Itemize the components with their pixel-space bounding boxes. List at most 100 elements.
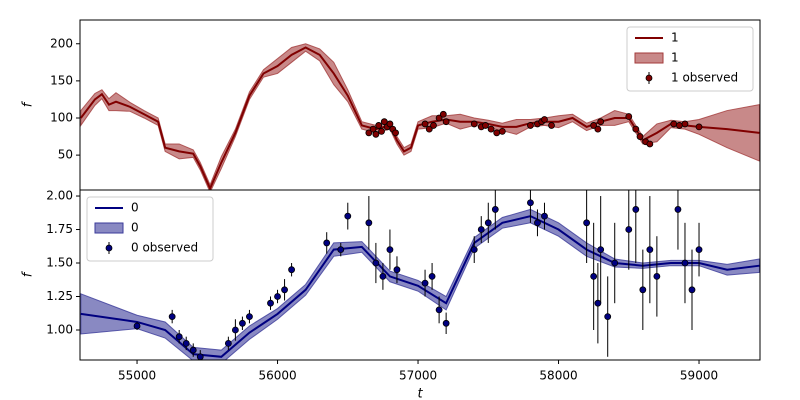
observed-point [541, 116, 548, 123]
observed-point [604, 313, 612, 320]
observed-point [681, 120, 689, 128]
y-tick-label: 100 [50, 110, 73, 124]
observed-point [344, 212, 352, 220]
legend-label: 1 observed [671, 71, 738, 85]
observed-point [392, 129, 399, 137]
observed-point [470, 120, 478, 128]
observed-point [625, 226, 633, 233]
observed-point [175, 333, 183, 341]
y-tick-label: 1.25 [46, 289, 73, 303]
observed-point [625, 113, 633, 120]
observed-point [323, 239, 331, 247]
y-tick-label: 50 [58, 148, 73, 162]
legend-marker [105, 244, 113, 252]
observed-point [372, 259, 380, 267]
observed-point [372, 130, 380, 138]
observed-point [590, 273, 598, 280]
observed-point [681, 259, 689, 267]
legend-box [86, 196, 214, 262]
observed-point [428, 273, 436, 280]
observed-point [597, 246, 605, 254]
observed-point [239, 319, 246, 327]
observed-point [653, 273, 661, 280]
observed-point [224, 339, 232, 347]
observed-point [369, 125, 377, 133]
observed-point [168, 313, 176, 320]
legend-label: 0 observed [131, 241, 198, 255]
observed-point [430, 122, 437, 129]
observed-point [674, 206, 682, 213]
y-axis-label: f [21, 100, 36, 107]
observed-point [196, 353, 204, 360]
observed-point [646, 140, 654, 148]
observed-point [688, 286, 696, 294]
observed-point [548, 122, 555, 129]
observed-point [439, 110, 447, 118]
observed-point [267, 299, 274, 307]
observed-point [484, 219, 492, 227]
observed-point [337, 246, 345, 254]
observed-point [594, 125, 602, 133]
plot-area [80, 43, 760, 190]
y-tick-label: 1.00 [46, 322, 73, 336]
observed-point [182, 339, 190, 347]
observed-point [470, 246, 478, 254]
legend-marker [645, 74, 653, 82]
observed-point [534, 219, 541, 227]
observed-point [380, 118, 388, 126]
observed-point [632, 125, 640, 133]
observed-point [189, 346, 197, 354]
legend-label: 1 [671, 51, 679, 65]
observed-point [695, 246, 703, 254]
observed-point [421, 120, 429, 128]
observed-point [365, 129, 373, 137]
y-axis-label: f [21, 270, 36, 277]
observed-point [611, 259, 619, 267]
x-tick-label: 55000 [118, 369, 156, 383]
observed-point [365, 219, 373, 227]
x-tick-label: 59000 [680, 369, 718, 383]
observed-point [636, 133, 644, 140]
legend-box [626, 26, 754, 92]
observed-point [594, 299, 602, 307]
legend-label: 0 [131, 201, 139, 215]
line [80, 215, 760, 358]
observed-point [477, 226, 485, 233]
observed-point [288, 266, 295, 274]
observed-point [379, 273, 387, 280]
legend-label: 1 [671, 31, 679, 45]
y-tick-label: 2.00 [46, 189, 73, 203]
observed-point [487, 125, 495, 133]
observed-point [425, 125, 433, 133]
plot-area [80, 190, 760, 360]
legend-label: 0 [131, 221, 139, 235]
observed-point [375, 122, 383, 129]
observed-point [493, 129, 501, 137]
observed-point [597, 118, 605, 126]
observed-point [695, 123, 703, 131]
observed-point [583, 219, 591, 227]
axes-frame [79, 189, 761, 361]
observed-point [246, 313, 253, 320]
observed-point [498, 127, 506, 135]
observed-point [274, 293, 281, 300]
y-tick-label: 200 [50, 36, 73, 50]
observed-point [527, 199, 534, 207]
x-axis-label: t [417, 387, 423, 400]
legend: 1 1 1 observed [626, 26, 754, 92]
observed-point [527, 122, 534, 129]
observed-point [435, 114, 443, 122]
observed-point [421, 279, 429, 287]
observed-point [639, 286, 647, 294]
observed-point [670, 120, 678, 128]
observed-point [393, 266, 401, 274]
x-tick-label: 58000 [539, 369, 577, 383]
confidence-band [80, 208, 760, 360]
observed-point [386, 246, 394, 254]
x-tick-label: 56000 [258, 369, 296, 383]
observed-point [378, 127, 385, 135]
observed-point [646, 246, 654, 254]
y-tick-label: 1.50 [46, 256, 73, 270]
observed-point [675, 122, 683, 129]
